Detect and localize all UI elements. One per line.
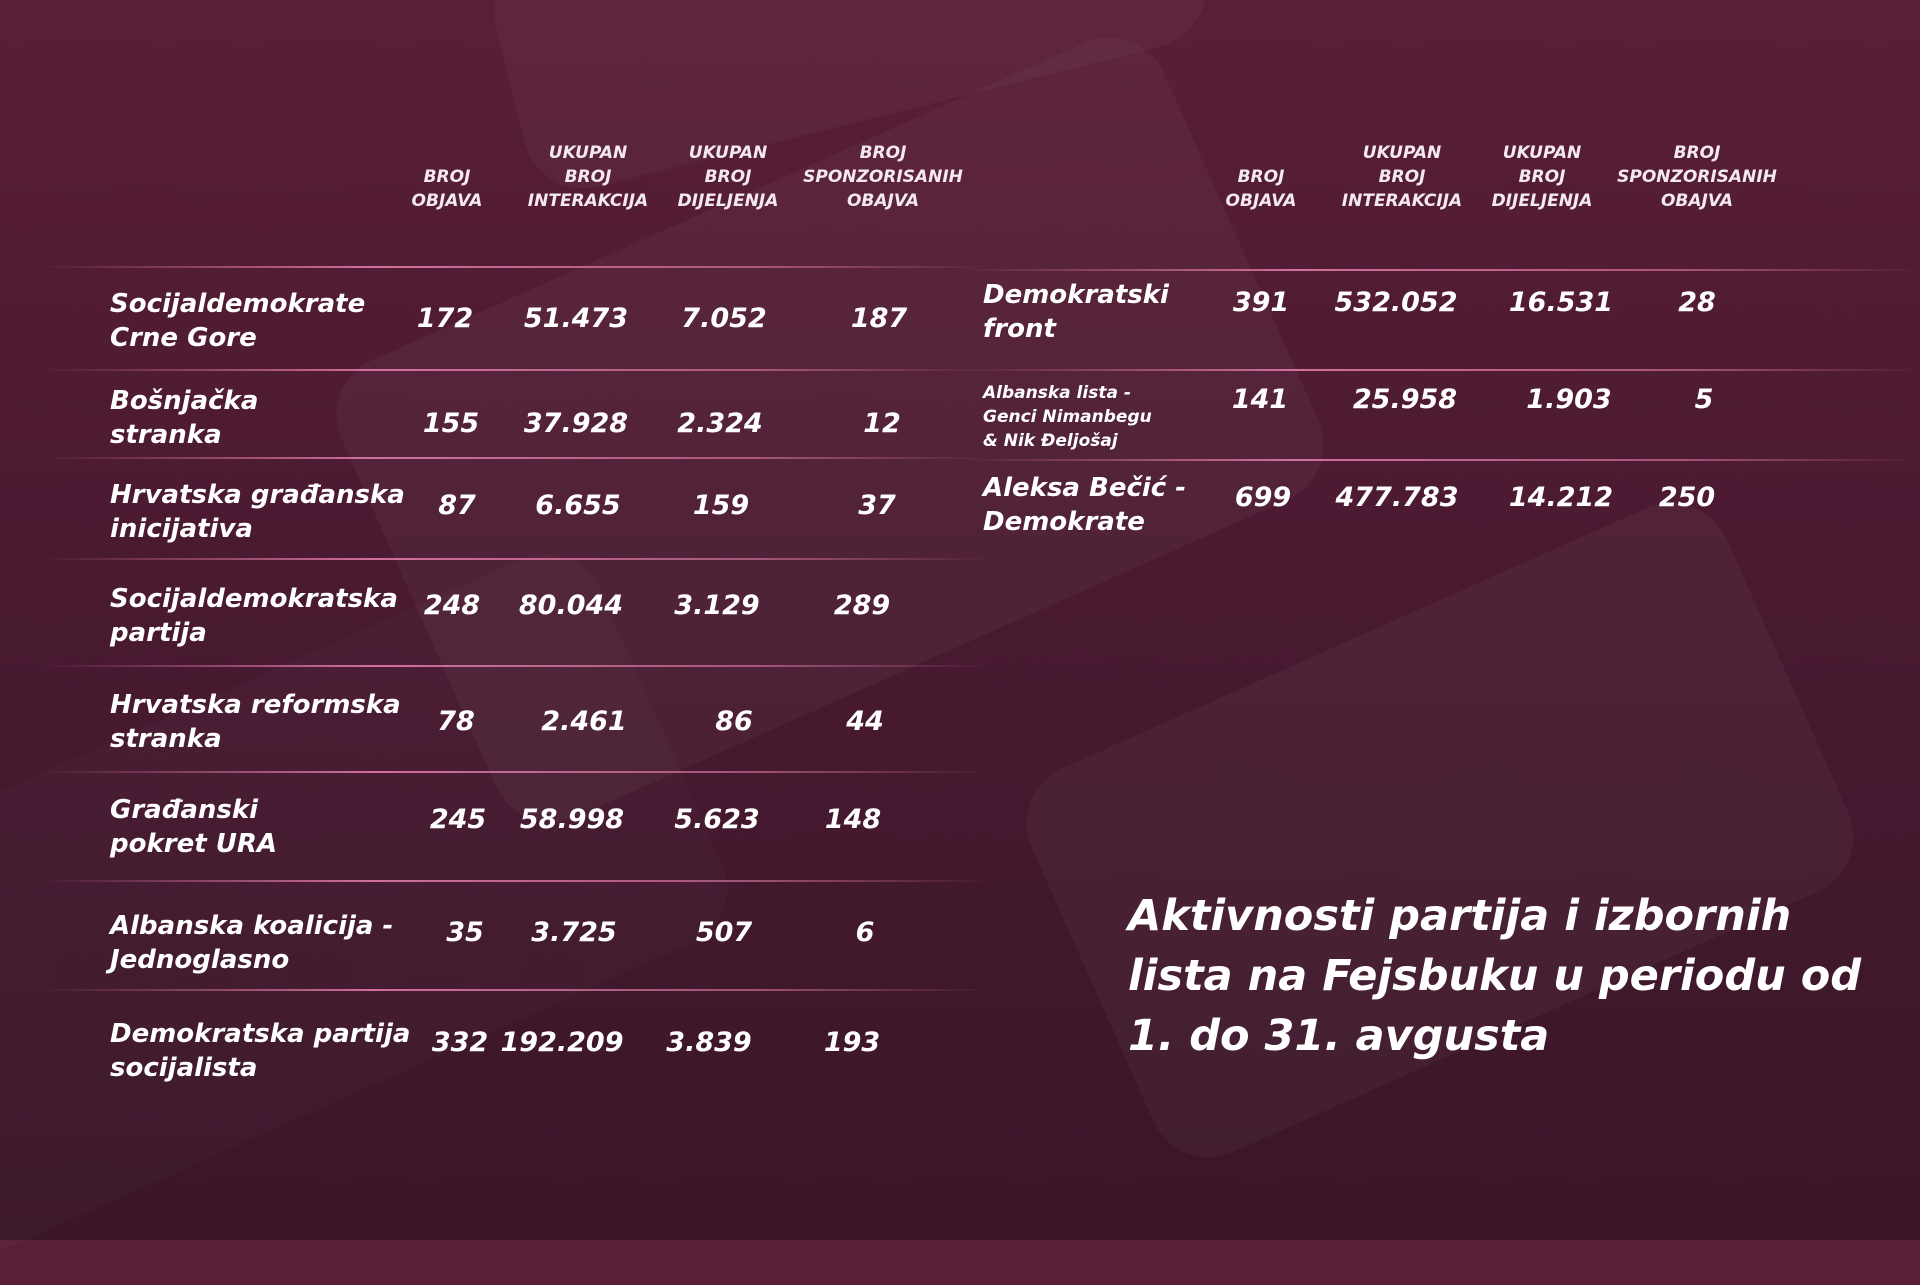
- row-separator: [40, 989, 990, 991]
- right-header-sponzorisanih: BROJ SPONZORISANIH OBAJVA: [1617, 143, 1777, 211]
- cell-value: 532.052: [1334, 287, 1458, 318]
- row-separator: [40, 457, 990, 459]
- row-separator: [960, 269, 1920, 271]
- right-header-dijeljenja: UKUPAN BROJ DIJELJENJA: [1491, 143, 1593, 211]
- cell-value: 2.461: [541, 706, 627, 737]
- cell-value: 477.783: [1335, 482, 1459, 513]
- party-name: Albanska koalicija - Jednoglasno: [110, 911, 394, 975]
- party-name: Građanski pokret URA: [110, 795, 277, 859]
- cell-value: 6: [855, 917, 875, 948]
- party-name: Demokratska partija socijalista: [110, 1019, 411, 1083]
- cell-value: 289: [833, 590, 891, 621]
- cell-value: 87: [438, 490, 476, 521]
- cell-value: 245: [429, 804, 487, 835]
- cell-value: 1.903: [1526, 384, 1612, 415]
- cell-value: 3.129: [674, 590, 760, 621]
- cell-value: 5.623: [674, 804, 760, 835]
- cell-value: 159: [692, 490, 750, 521]
- cell-value: 12: [863, 408, 901, 439]
- cell-value: 5: [1694, 384, 1714, 415]
- cell-value: 699: [1234, 482, 1292, 513]
- cell-value: 155: [422, 408, 480, 439]
- cell-value: 37.928: [523, 408, 629, 439]
- party-name: Bošnjačka stranka: [110, 386, 259, 450]
- cell-value: 44: [846, 706, 884, 737]
- party-name: Aleksa Bečić - Demokrate: [983, 473, 1187, 537]
- chart-title: Aktivnosti partija i izbornih lista na F…: [1128, 891, 1862, 1061]
- cell-value: 332: [431, 1027, 489, 1058]
- row-separator: [40, 558, 990, 560]
- party-name: Albanska lista - Genci Nimanbegu & Nik Đ…: [983, 383, 1152, 451]
- party-name: Demokratski front: [983, 280, 1169, 344]
- cell-value: 25.958: [1352, 384, 1458, 415]
- cell-value: 7.052: [681, 303, 767, 334]
- cell-value: 2.324: [677, 408, 763, 439]
- cell-value: 187: [850, 303, 908, 334]
- cell-value: 507: [695, 917, 753, 948]
- left-header-sponzorisanih: BROJ SPONZORISANIH OBAJVA: [803, 143, 963, 211]
- cell-value: 193: [823, 1027, 881, 1058]
- cell-value: 6.655: [535, 490, 621, 521]
- cell-value: 51.473: [523, 303, 629, 334]
- cell-value: 86: [715, 706, 753, 737]
- cell-value: 248: [423, 590, 481, 621]
- cell-value: 14.212: [1508, 482, 1614, 513]
- cell-value: 28: [1678, 287, 1716, 318]
- row-separator: [40, 665, 990, 667]
- row-separator: [960, 459, 1920, 461]
- cell-value: 391: [1232, 287, 1290, 318]
- cell-value: 16.531: [1508, 287, 1614, 318]
- cell-value: 80.044: [518, 590, 624, 621]
- cell-value: 3.725: [531, 917, 617, 948]
- right-header-broj-objava: BROJ OBJAVA: [1225, 167, 1297, 211]
- party-name: Socijaldemokratska partija: [110, 584, 398, 648]
- row-separator: [40, 369, 990, 371]
- cell-value: 58.998: [519, 804, 625, 835]
- cell-value: 250: [1658, 482, 1716, 513]
- row-separator: [40, 266, 990, 268]
- party-name: Hrvatska reformska stranka: [110, 690, 401, 754]
- row-separator: [960, 369, 1920, 371]
- row-separator: [40, 771, 990, 773]
- left-header-dijeljenja: UKUPAN BROJ DIJELJENJA: [677, 143, 779, 211]
- left-header-broj-objava: BROJ OBJAVA: [411, 167, 483, 211]
- left-header-interakcija: UKUPAN BROJ INTERAKCIJA: [527, 143, 649, 211]
- cell-value: 35: [446, 917, 484, 948]
- cell-value: 78: [437, 706, 475, 737]
- cell-value: 37: [858, 490, 896, 521]
- party-name: Hrvatska građanska inicijativa: [110, 480, 405, 544]
- cell-value: 172: [416, 303, 474, 334]
- row-separator: [40, 880, 990, 882]
- background-shape: [1007, 484, 1872, 1177]
- cell-value: 192.209: [500, 1027, 624, 1058]
- cell-value: 3.839: [666, 1027, 752, 1058]
- cell-value: 148: [824, 804, 882, 835]
- party-name: Socijaldemokrate Crne Gore: [110, 289, 366, 353]
- right-header-interakcija: UKUPAN BROJ INTERAKCIJA: [1341, 143, 1463, 211]
- cell-value: 141: [1231, 384, 1289, 415]
